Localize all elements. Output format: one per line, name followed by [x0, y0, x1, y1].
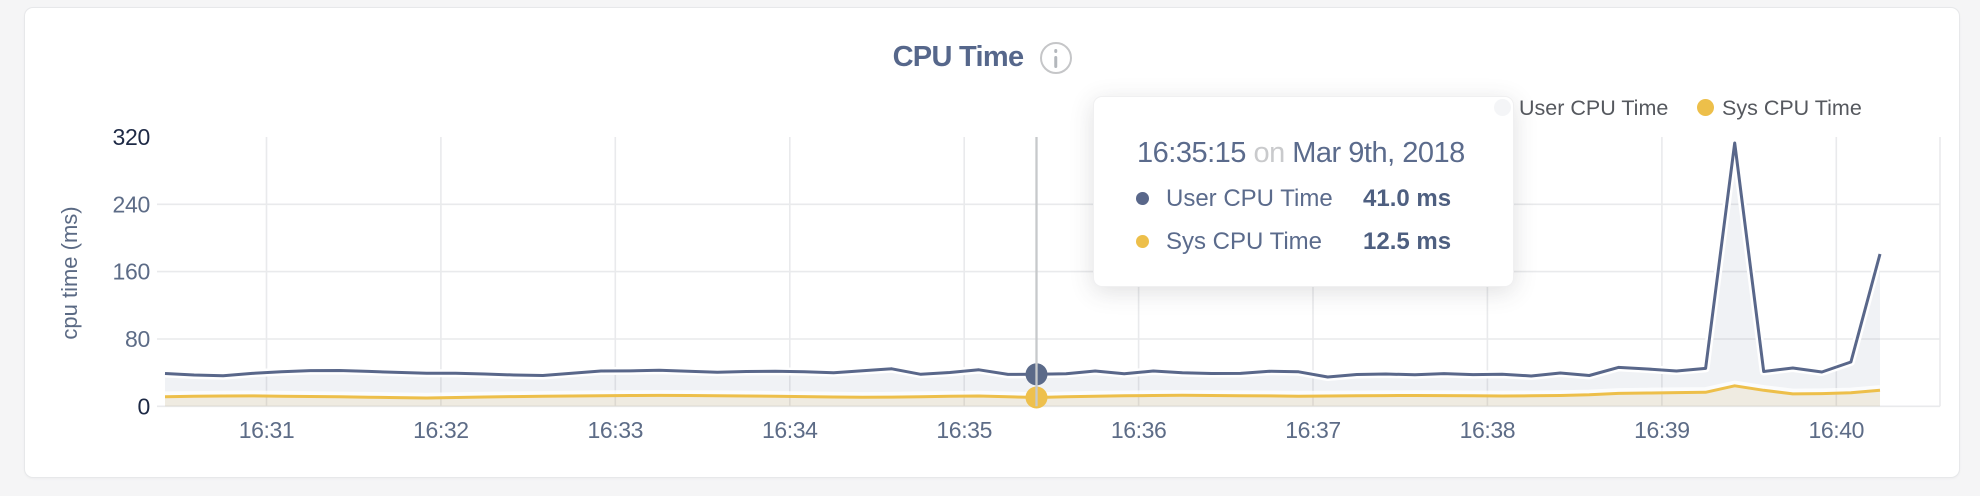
svg-text:16:33: 16:33 — [588, 417, 644, 443]
svg-text:16:32: 16:32 — [413, 417, 469, 443]
svg-text:160: 160 — [113, 259, 150, 285]
svg-text:cpu time (ms): cpu time (ms) — [57, 206, 82, 339]
svg-text:16:31: 16:31 — [239, 417, 295, 443]
svg-text:16:35: 16:35 — [936, 417, 992, 443]
svg-text:16:36: 16:36 — [1111, 417, 1167, 443]
svg-text:16:39: 16:39 — [1634, 417, 1690, 443]
svg-text:16:37: 16:37 — [1285, 417, 1341, 443]
svg-text:16:40: 16:40 — [1809, 417, 1865, 443]
svg-text:80: 80 — [125, 326, 150, 352]
svg-text:240: 240 — [113, 191, 150, 217]
svg-text:16:38: 16:38 — [1460, 417, 1516, 443]
svg-text:0: 0 — [138, 393, 151, 419]
svg-text:16:34: 16:34 — [762, 417, 818, 443]
svg-text:320: 320 — [113, 124, 150, 150]
